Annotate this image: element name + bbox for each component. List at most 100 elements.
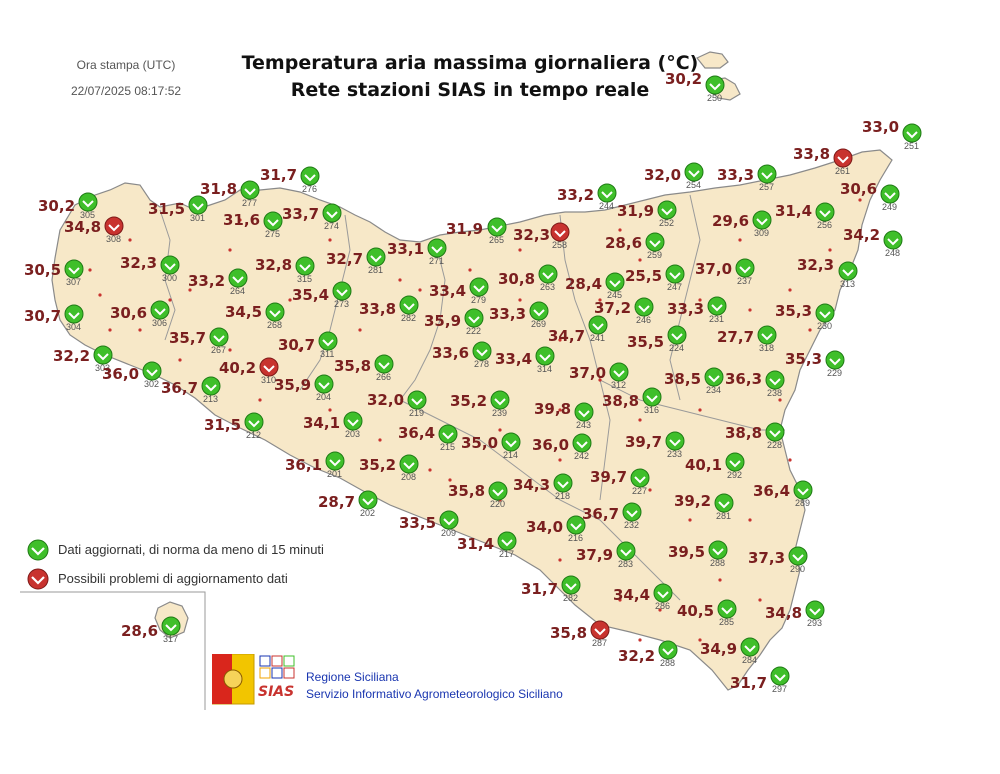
station-marker-317[interactable] [161, 616, 181, 636]
station-marker-275[interactable] [263, 211, 283, 231]
station-marker-209[interactable] [439, 510, 459, 530]
station-marker-231[interactable] [707, 296, 727, 316]
station-marker-219[interactable] [407, 390, 427, 410]
station-marker-254[interactable] [684, 162, 704, 182]
station-marker-308[interactable] [104, 216, 124, 236]
station-marker-202[interactable] [358, 490, 378, 510]
station-marker-269[interactable] [529, 301, 549, 321]
station-marker-241[interactable] [588, 315, 608, 335]
station-marker-286[interactable] [653, 583, 673, 603]
station-marker-306[interactable] [150, 300, 170, 320]
station-marker-301[interactable] [188, 195, 208, 215]
station-marker-256[interactable] [815, 202, 835, 222]
station-marker-204[interactable] [314, 374, 334, 394]
station-marker-242[interactable] [572, 433, 592, 453]
station-marker-293[interactable] [805, 600, 825, 620]
station-marker-263[interactable] [538, 264, 558, 284]
station-marker-213[interactable] [201, 376, 221, 396]
station-marker-247[interactable] [665, 264, 685, 284]
station-marker-302[interactable] [142, 361, 162, 381]
station-marker-259[interactable] [645, 232, 665, 252]
station-marker-217[interactable] [497, 531, 517, 551]
station-marker-245[interactable] [605, 272, 625, 292]
station-marker-265[interactable] [487, 217, 507, 237]
municipality-dot [618, 228, 622, 232]
station-marker-216[interactable] [566, 515, 586, 535]
station-marker-258[interactable] [550, 222, 570, 242]
station-marker-214[interactable] [501, 432, 521, 452]
station-marker-227[interactable] [630, 468, 650, 488]
station-marker-283[interactable] [616, 541, 636, 561]
station-marker-313[interactable] [838, 261, 858, 281]
station-marker-310[interactable] [259, 357, 279, 377]
station-marker-278[interactable] [472, 341, 492, 361]
station-marker-238[interactable] [765, 370, 785, 390]
station-marker-288b[interactable] [658, 640, 678, 660]
station-marker-288[interactable] [708, 540, 728, 560]
station-marker-232[interactable] [622, 502, 642, 522]
station-marker-314[interactable] [535, 346, 555, 366]
station-marker-307[interactable] [64, 259, 84, 279]
station-id: 218 [555, 491, 571, 501]
station-marker-300[interactable] [160, 255, 180, 275]
station-marker-267[interactable] [209, 327, 229, 347]
station-marker-266[interactable] [374, 354, 394, 374]
station-marker-246[interactable] [634, 297, 654, 317]
station-marker-312[interactable] [609, 362, 629, 382]
station-marker-268[interactable] [265, 302, 285, 322]
station-marker-252[interactable] [657, 200, 677, 220]
station-marker-289[interactable] [793, 480, 813, 500]
station-marker-274[interactable] [322, 203, 342, 223]
station-marker-304[interactable] [64, 304, 84, 324]
station-marker-284[interactable] [740, 637, 760, 657]
station-marker-234[interactable] [704, 367, 724, 387]
marker-icon [553, 473, 573, 493]
station-marker-220[interactable] [488, 481, 508, 501]
station-marker-282b[interactable] [561, 575, 581, 595]
station-marker-257[interactable] [757, 164, 777, 184]
station-marker-285[interactable] [717, 599, 737, 619]
station-marker-218[interactable] [553, 473, 573, 493]
station-marker-244[interactable] [597, 183, 617, 203]
station-marker-250[interactable] [705, 75, 725, 95]
station-marker-276[interactable] [300, 166, 320, 186]
station-marker-292[interactable] [725, 452, 745, 472]
station-marker-203[interactable] [343, 411, 363, 431]
station-marker-279[interactable] [469, 277, 489, 297]
station-marker-282[interactable] [399, 295, 419, 315]
station-marker-239[interactable] [490, 390, 510, 410]
station-marker-228[interactable] [765, 422, 785, 442]
station-marker-215[interactable] [438, 424, 458, 444]
station-marker-230[interactable] [815, 303, 835, 323]
station-marker-271[interactable] [427, 238, 447, 258]
station-marker-229[interactable] [825, 350, 845, 370]
station-marker-237[interactable] [735, 258, 755, 278]
station-marker-303[interactable] [93, 345, 113, 365]
station-marker-249[interactable] [880, 184, 900, 204]
station-marker-212[interactable] [244, 412, 264, 432]
station-marker-309[interactable] [752, 210, 772, 230]
station-marker-264[interactable] [228, 268, 248, 288]
station-marker-297[interactable] [770, 666, 790, 686]
station-marker-281b[interactable] [714, 493, 734, 513]
station-marker-222[interactable] [464, 308, 484, 328]
marker-icon [793, 480, 813, 500]
station-marker-305[interactable] [78, 192, 98, 212]
station-marker-273[interactable] [332, 281, 352, 301]
station-marker-290[interactable] [788, 546, 808, 566]
station-marker-248[interactable] [883, 230, 903, 250]
station-marker-243[interactable] [574, 402, 594, 422]
station-marker-224[interactable] [667, 325, 687, 345]
station-marker-261[interactable] [833, 148, 853, 168]
station-marker-251[interactable] [902, 123, 922, 143]
station-marker-311[interactable] [318, 331, 338, 351]
station-marker-208[interactable] [399, 454, 419, 474]
station-marker-233[interactable] [665, 431, 685, 451]
station-marker-315[interactable] [295, 256, 315, 276]
station-marker-316[interactable] [642, 387, 662, 407]
station-marker-287[interactable] [590, 620, 610, 640]
station-marker-318[interactable] [757, 325, 777, 345]
station-marker-277[interactable] [240, 180, 260, 200]
station-marker-201[interactable] [325, 451, 345, 471]
station-marker-281[interactable] [366, 247, 386, 267]
